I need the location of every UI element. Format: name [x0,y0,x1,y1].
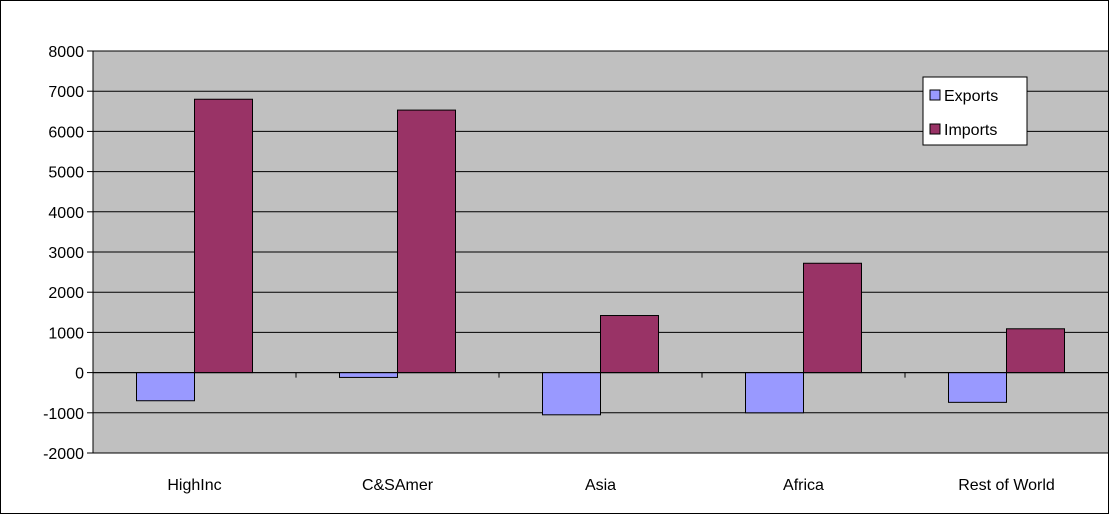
y-tick-label: 4000 [48,205,84,222]
y-tick-label: 8000 [48,44,84,61]
bar-exports-0 [136,372,195,402]
bar-imports-2 [600,315,659,374]
bar-exports-3 [745,372,804,414]
x-tick-label: Rest of World [958,477,1055,494]
legend-label-imports: Imports [944,122,997,139]
y-tick-label: -2000 [43,446,84,463]
y-tick-label: 0 [75,366,84,383]
x-tick-label: Asia [585,477,616,494]
y-tick-label: 7000 [48,84,84,101]
legend-label-exports: Exports [944,88,998,105]
y-tick-label: 1000 [48,325,84,342]
bar-imports-1 [397,109,456,374]
x-tick-label: HighInc [167,477,221,494]
y-tick-label: 3000 [48,245,84,262]
x-tick-label: Africa [783,477,824,494]
bar-exports-2 [542,372,601,416]
y-axis-ticks: 8000 7000 6000 5000 4000 3000 2000 1000 0 -1000 -2… [43,44,93,463]
x-tick-label: C&SAmer [362,477,434,494]
legend-swatch-exports [929,89,941,101]
bar-imports-4 [1006,328,1065,374]
bar-exports-4 [948,372,1007,403]
bar-imports-0 [194,98,253,374]
y-tick-label: 5000 [48,165,84,182]
legend-swatch-imports [929,123,941,135]
legend: Exports Imports [922,76,1028,146]
y-tick-label: -1000 [43,406,84,423]
y-tick-label: 6000 [48,124,84,141]
bar-imports-3 [803,262,862,374]
bar-exports-1 [339,372,398,378]
y-tick-label: 2000 [48,285,84,302]
x-axis-ticks: HighInc C&SAmer Asia Africa Rest of World [167,372,1055,494]
